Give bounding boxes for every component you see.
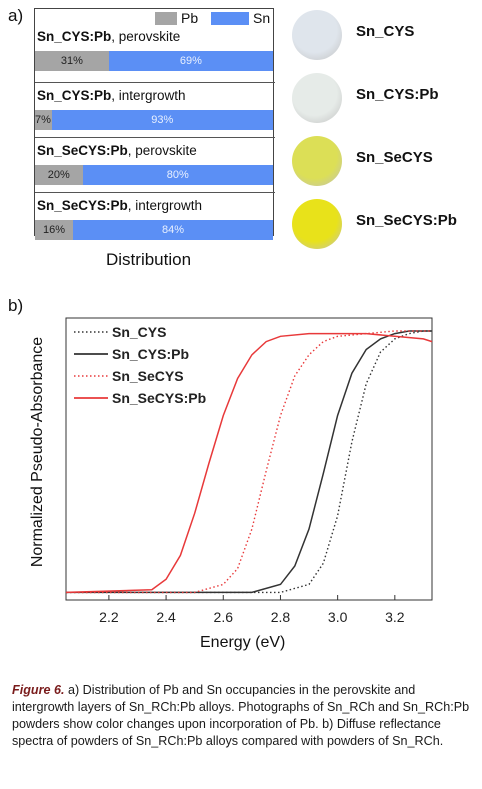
x-tick-label: 2.2 <box>99 609 119 625</box>
legend: Pb Sn <box>155 10 273 27</box>
figure-caption: Figure 6. a) Distribution of Pb and Sn o… <box>12 682 474 750</box>
panel-a-label: a) <box>8 6 24 25</box>
distribution-row: Sn_CYS:Pb, intergrowth 7% 93% <box>35 82 275 138</box>
row-layer-name: , perovskite <box>111 29 181 44</box>
legend-label: Sn_CYS <box>112 324 166 340</box>
sample-name: Sn_SeCYS:Pb <box>356 212 457 229</box>
row-layer-name: , perovskite <box>127 143 197 158</box>
powder-swatch <box>292 73 342 123</box>
x-tick-label: 2.8 <box>271 609 291 625</box>
row-title: Sn_SeCYS:Pb, perovskite <box>37 143 197 158</box>
caption-figure-number: Figure 6. <box>12 683 65 697</box>
absorbance-xlabel: Energy (eV) <box>200 634 286 651</box>
sample-name: Sn_SeCYS <box>356 149 433 166</box>
sample-photo: Sn_CYS <box>292 10 472 60</box>
distribution-row: Sn_SeCYS:Pb, intergrowth 16% 84% <box>35 192 275 248</box>
distribution-row: Sn_SeCYS:Pb, perovskite 20% 80% <box>35 137 275 193</box>
x-tick-label: 2.6 <box>214 609 234 625</box>
plot-frame <box>65 317 433 601</box>
row-title: Sn_SeCYS:Pb, intergrowth <box>37 198 202 213</box>
caption-text: a) Distribution of Pb and Sn occupancies… <box>12 683 470 748</box>
powder-swatch <box>292 136 342 186</box>
x-tick-label: 2.4 <box>156 609 176 625</box>
absorbance-chart: 2.2 2.4 2.6 2.8 3.0 3.2 Sn_CYS Sn_CYS:Pb Sn_SeCY… <box>65 317 433 625</box>
powder-swatch <box>292 10 342 60</box>
sample-photo: Sn_SeCYS:Pb <box>292 199 472 249</box>
bar-sn: 93% <box>51 110 273 130</box>
legend-swatch-sn <box>211 12 249 25</box>
legend-label: Sn_SeCYS <box>112 368 184 384</box>
distribution-chart-frame: Pb Sn Sn_CYS:Pb, perovskite 31% 69% Sn_CYS:… <box>34 8 275 240</box>
distribution-xlabel: Distribution <box>106 250 192 269</box>
row-sample-name: Sn_CYS:Pb <box>37 88 112 103</box>
x-tick-label: 3.0 <box>328 609 348 625</box>
panel-b-label: b) <box>8 296 24 315</box>
legend-label: Sn_CYS:Pb <box>112 346 189 362</box>
sample-photo: Sn_SeCYS <box>292 136 472 186</box>
bar-sn: 69% <box>108 51 273 71</box>
row-layer-name: , intergrowth <box>127 198 203 213</box>
series-line <box>66 330 432 594</box>
sample-name: Sn_CYS:Pb <box>356 86 439 103</box>
row-title: Sn_CYS:Pb, perovskite <box>37 29 180 44</box>
bar-pb: 31% <box>35 51 109 71</box>
row-sample-name: Sn_SeCYS:Pb <box>37 143 128 158</box>
legend-label-pb: Pb <box>181 10 199 26</box>
x-tick-label: 3.2 <box>385 609 405 625</box>
distribution-row: Sn_CYS:Pb, perovskite 31% 69% <box>35 27 275 82</box>
series-line <box>66 330 432 594</box>
powder-swatch <box>292 199 342 249</box>
bar-pb: 7% <box>35 110 52 130</box>
sample-name: Sn_CYS <box>356 23 415 40</box>
row-sample-name: Sn_CYS:Pb <box>37 29 112 44</box>
legend-label: Sn_SeCYS:Pb <box>112 390 206 406</box>
legend-label-sn: Sn <box>253 10 271 26</box>
legend-swatch-pb <box>155 12 177 25</box>
row-title: Sn_CYS:Pb, intergrowth <box>37 88 186 103</box>
bar-sn: 80% <box>82 165 273 185</box>
row-layer-name: , intergrowth <box>111 88 186 103</box>
series-line <box>65 332 433 594</box>
bar-pb: 16% <box>35 220 74 240</box>
row-sample-name: Sn_SeCYS:Pb <box>37 198 128 213</box>
bar-pb: 20% <box>35 165 83 185</box>
bar-sn: 84% <box>73 220 273 240</box>
sample-photo: Sn_CYS:Pb <box>292 73 472 123</box>
